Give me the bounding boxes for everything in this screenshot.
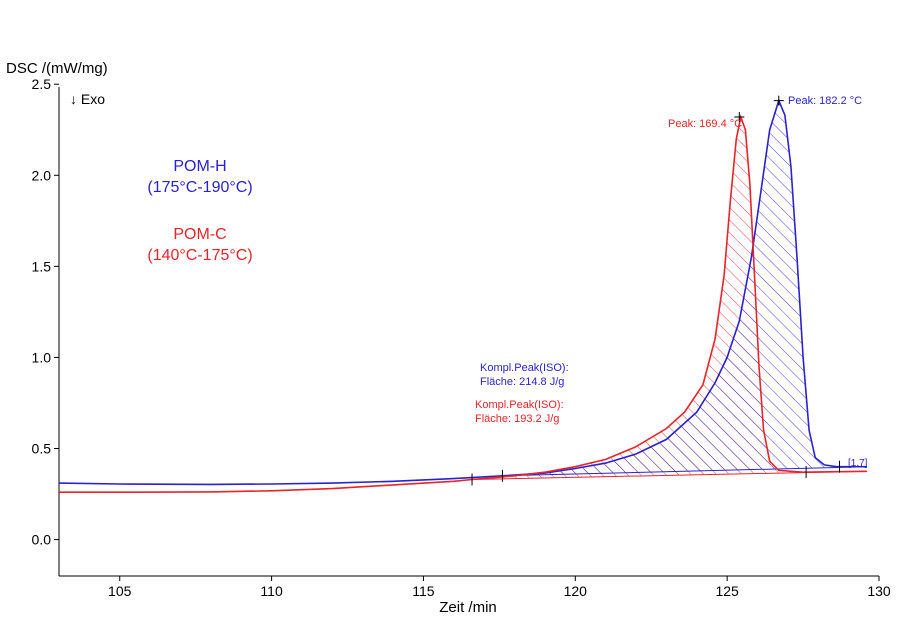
y-axis-label: DSC /(mW/mg): [6, 60, 108, 77]
peak-area-fills: [472, 100, 840, 480]
peak-label-pomc: Peak: 169.4 °C: [668, 118, 742, 130]
x-axis-label: Zeit /min: [439, 599, 497, 616]
y-tick-label: 2.0: [32, 167, 52, 183]
axes: [58, 87, 879, 577]
legend-pomc-range: (140°C-175°C): [147, 247, 252, 264]
legend-pomh-name: POM-H: [173, 158, 226, 175]
y-tick-label: 1.5: [32, 258, 52, 274]
exo-label: ↓ Exo: [70, 91, 105, 107]
y-tick-label: 1.0: [32, 349, 52, 365]
end-marker-pomh: [1.7]: [848, 458, 868, 469]
x-tick-label: 105: [108, 583, 132, 599]
curve-pomc: [59, 114, 867, 493]
peak-marker-pomh: [773, 95, 784, 106]
y-tick-label: 0.5: [32, 441, 52, 457]
x-tick-label: 110: [260, 583, 283, 599]
y-tick-label: 0.0: [32, 532, 52, 548]
x-tick-label: 125: [715, 583, 739, 599]
y-ticks: 0.0 0.5 1.0 1.5 2.0 2.5: [32, 76, 59, 548]
x-tick-label: 120: [564, 583, 588, 599]
area-label-pomc: Kompl.Peak(ISO):: [475, 399, 564, 411]
markers: [471, 95, 841, 486]
legend-pomc-name: POM-C: [173, 226, 226, 243]
peak-marker-pomc: [734, 112, 745, 122]
legend-pomh-range: (175°C-190°C): [147, 179, 252, 196]
x-tick-label: 130: [867, 583, 891, 599]
area-value-pomh: Fläche: 214.8 J/g: [480, 376, 564, 388]
area-label-pomh: Kompl.Peak(ISO):: [480, 362, 569, 374]
area-value-pomc: Fläche: 193.2 J/g: [475, 413, 559, 425]
peak-label-pomh: Peak: 182.2 °C: [788, 95, 862, 107]
x-ticks: 105 110 115 120 125 130: [108, 576, 891, 599]
curve-pomh: [58, 98, 867, 486]
x-tick-label: 115: [412, 583, 435, 599]
peak-area-pomh: [502, 100, 840, 476]
y-tick-label: 2.5: [32, 76, 52, 92]
